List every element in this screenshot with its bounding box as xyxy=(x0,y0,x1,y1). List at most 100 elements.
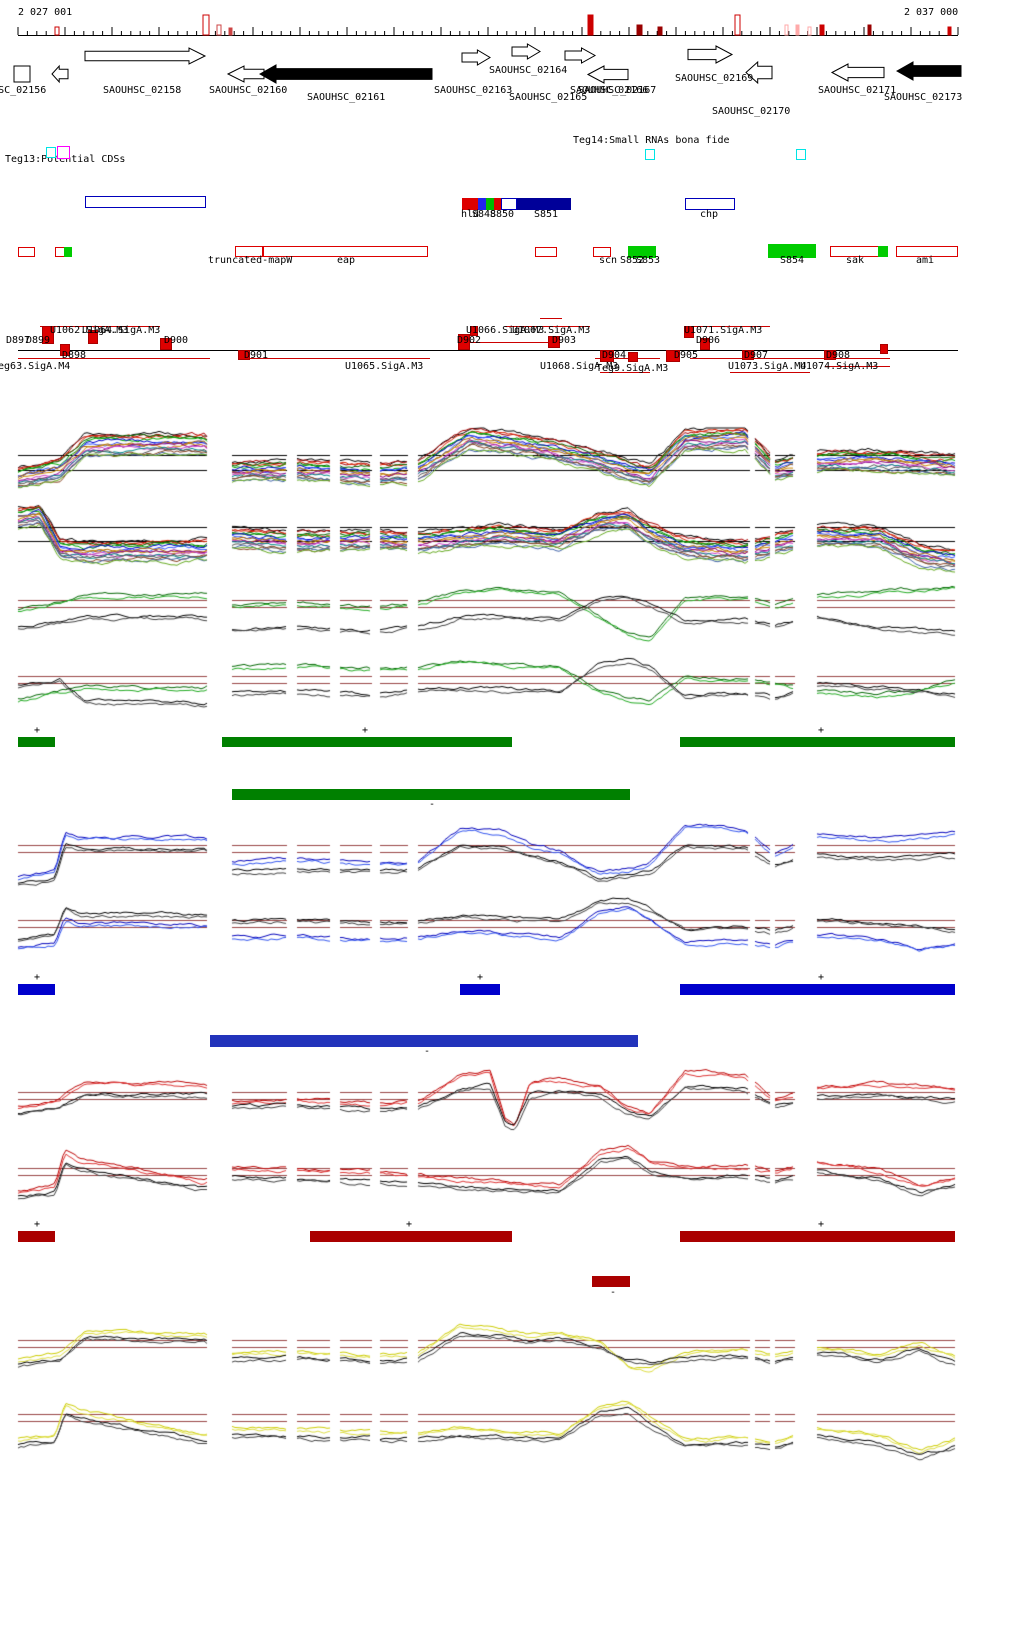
green-plus-segments[interactable] xyxy=(18,737,55,747)
probe-box[interactable] xyxy=(600,350,614,362)
gene-arrow-SAOUHSC_02163[interactable] xyxy=(461,49,491,66)
variant-mark[interactable] xyxy=(867,24,872,36)
probe-box[interactable] xyxy=(824,350,836,360)
variant-mark[interactable] xyxy=(228,27,233,36)
probe-box[interactable] xyxy=(742,350,754,360)
strand-sign-label: - xyxy=(429,799,436,810)
cds-label-hld: hld xyxy=(461,209,480,220)
teg14-srna-box[interactable] xyxy=(796,149,806,160)
cds-feature-box[interactable] xyxy=(462,198,478,210)
cds-label-chp: chp xyxy=(700,209,719,220)
cds-feature-box[interactable] xyxy=(517,198,571,210)
gene-arrow-SAOUHSC_02166[interactable] xyxy=(586,65,629,84)
variant-mark[interactable] xyxy=(784,24,789,36)
variant-mark[interactable] xyxy=(202,14,210,36)
blue-plus-segments[interactable] xyxy=(18,984,55,995)
cds-feature-box[interactable] xyxy=(18,247,35,257)
gene-arrow-SAOUHSC_02171[interactable] xyxy=(830,63,885,82)
strand-sign-label: + xyxy=(362,725,369,736)
gene-arrow-SAOUHSC_02169[interactable] xyxy=(687,45,734,64)
strand-sign-label: - xyxy=(610,1287,617,1298)
probe-axis-line xyxy=(18,350,958,351)
blue-plus-segments[interactable] xyxy=(680,984,955,995)
blue-plus-segments[interactable] xyxy=(460,984,500,995)
cds-label-S848: S848 xyxy=(472,209,497,220)
probe-box[interactable] xyxy=(470,326,478,336)
gene-arrow-SAOUHSC_02165[interactable] xyxy=(564,47,597,64)
cds-feature-box[interactable] xyxy=(685,198,735,210)
green-plus-segments[interactable] xyxy=(222,737,512,747)
probe-box[interactable] xyxy=(684,326,694,338)
cds-feature-box[interactable] xyxy=(64,247,72,257)
gene-arrow-SAOUHSC_02158[interactable] xyxy=(84,47,207,65)
probe-label-Teg63.SigA.M4: Teg63.SigA.M4 xyxy=(0,361,71,372)
probe-box[interactable] xyxy=(238,350,250,360)
probe-label-D908: D908 xyxy=(826,350,851,361)
cds-feature-box[interactable] xyxy=(478,198,486,210)
cds-feature-box[interactable] xyxy=(494,198,501,210)
teg13-magenta-box[interactable] xyxy=(57,146,70,159)
variant-mark[interactable] xyxy=(587,14,594,36)
red-plus-segments[interactable] xyxy=(680,1231,955,1242)
blue-minus-segment[interactable] xyxy=(210,1035,638,1047)
cds-feature-box[interactable] xyxy=(628,246,656,258)
gene-arrow-SAOUHSC_02170[interactable] xyxy=(745,60,773,85)
probe-box[interactable] xyxy=(548,336,560,348)
variant-mark[interactable] xyxy=(636,24,643,36)
gene-arrow-unnamed[interactable] xyxy=(51,64,69,84)
cds-feature-box[interactable] xyxy=(235,246,428,257)
probe-box[interactable] xyxy=(628,352,638,362)
cds-label-eap: eap xyxy=(337,255,356,266)
gene-label-SAOUHSC_02165: SAOUHSC_02165 xyxy=(509,92,588,103)
gene-arrow-SAOUHSC_02160[interactable] xyxy=(226,65,265,83)
gene-label-SAOUHSC_02173: SAOUHSC_02173 xyxy=(884,92,963,103)
gene-arrow-SAOUHSC_02164[interactable] xyxy=(511,43,541,60)
green-plus-segments[interactable] xyxy=(680,737,955,747)
probe-label-D902: D902 xyxy=(457,335,482,346)
cds-label-S853: S853 xyxy=(636,255,661,266)
probe-box[interactable] xyxy=(88,330,98,344)
probe-box[interactable] xyxy=(880,344,888,354)
variant-mark[interactable] xyxy=(807,26,812,36)
gene-arrow-SAOUHSC_02161[interactable] xyxy=(258,64,433,84)
cds-feature-box[interactable] xyxy=(593,247,611,257)
red-plus-segments[interactable] xyxy=(310,1231,512,1242)
variant-mark[interactable] xyxy=(947,26,952,36)
cds-feature-box[interactable] xyxy=(85,196,206,208)
variant-mark[interactable] xyxy=(819,24,825,36)
green-minus-segment[interactable] xyxy=(232,789,630,800)
red-plus-segments[interactable] xyxy=(18,1231,55,1242)
probe-interval-line xyxy=(505,326,590,327)
cds-feature-box[interactable] xyxy=(262,246,264,257)
probe-interval-line xyxy=(595,358,660,359)
variant-mark[interactable] xyxy=(734,14,741,36)
probe-interval-line xyxy=(460,342,560,343)
cds-feature-box[interactable] xyxy=(486,198,494,210)
variant-mark[interactable] xyxy=(657,26,663,36)
probe-box[interactable] xyxy=(160,338,172,350)
teg13-cyan-box[interactable] xyxy=(46,147,56,158)
gene-arrow-SAOUHSC_02156[interactable] xyxy=(13,65,31,83)
cds-feature-box[interactable] xyxy=(896,246,958,257)
cds-feature-box[interactable] xyxy=(768,244,816,258)
gene-label-SAOUHSC_02163: SAOUHSC_02163 xyxy=(434,85,513,96)
probe-box[interactable] xyxy=(700,338,710,350)
variant-mark[interactable] xyxy=(795,24,800,36)
variant-mark[interactable] xyxy=(216,24,222,36)
probe-box[interactable] xyxy=(60,344,70,356)
gene-label-SAOUHSC_02166: SAOUHSC_02166 xyxy=(570,85,649,96)
variant-mark[interactable] xyxy=(54,26,60,36)
cds-label-S854: S854 xyxy=(780,255,805,266)
cds-feature-box[interactable] xyxy=(501,198,517,210)
probe-label-D903: D903 xyxy=(552,335,577,346)
cds-label-ami: ami xyxy=(916,255,935,266)
probe-box[interactable] xyxy=(42,326,54,344)
strand-sign-label: - xyxy=(424,1046,431,1057)
gene-arrow-SAOUHSC_02173[interactable] xyxy=(895,61,962,81)
red-minus-segment[interactable] xyxy=(592,1276,630,1287)
cds-feature-box[interactable] xyxy=(535,247,557,257)
cds-feature-box[interactable] xyxy=(878,246,888,257)
probe-box[interactable] xyxy=(666,350,680,362)
probe-box[interactable] xyxy=(458,334,470,350)
teg14-srna-box[interactable] xyxy=(645,149,655,160)
